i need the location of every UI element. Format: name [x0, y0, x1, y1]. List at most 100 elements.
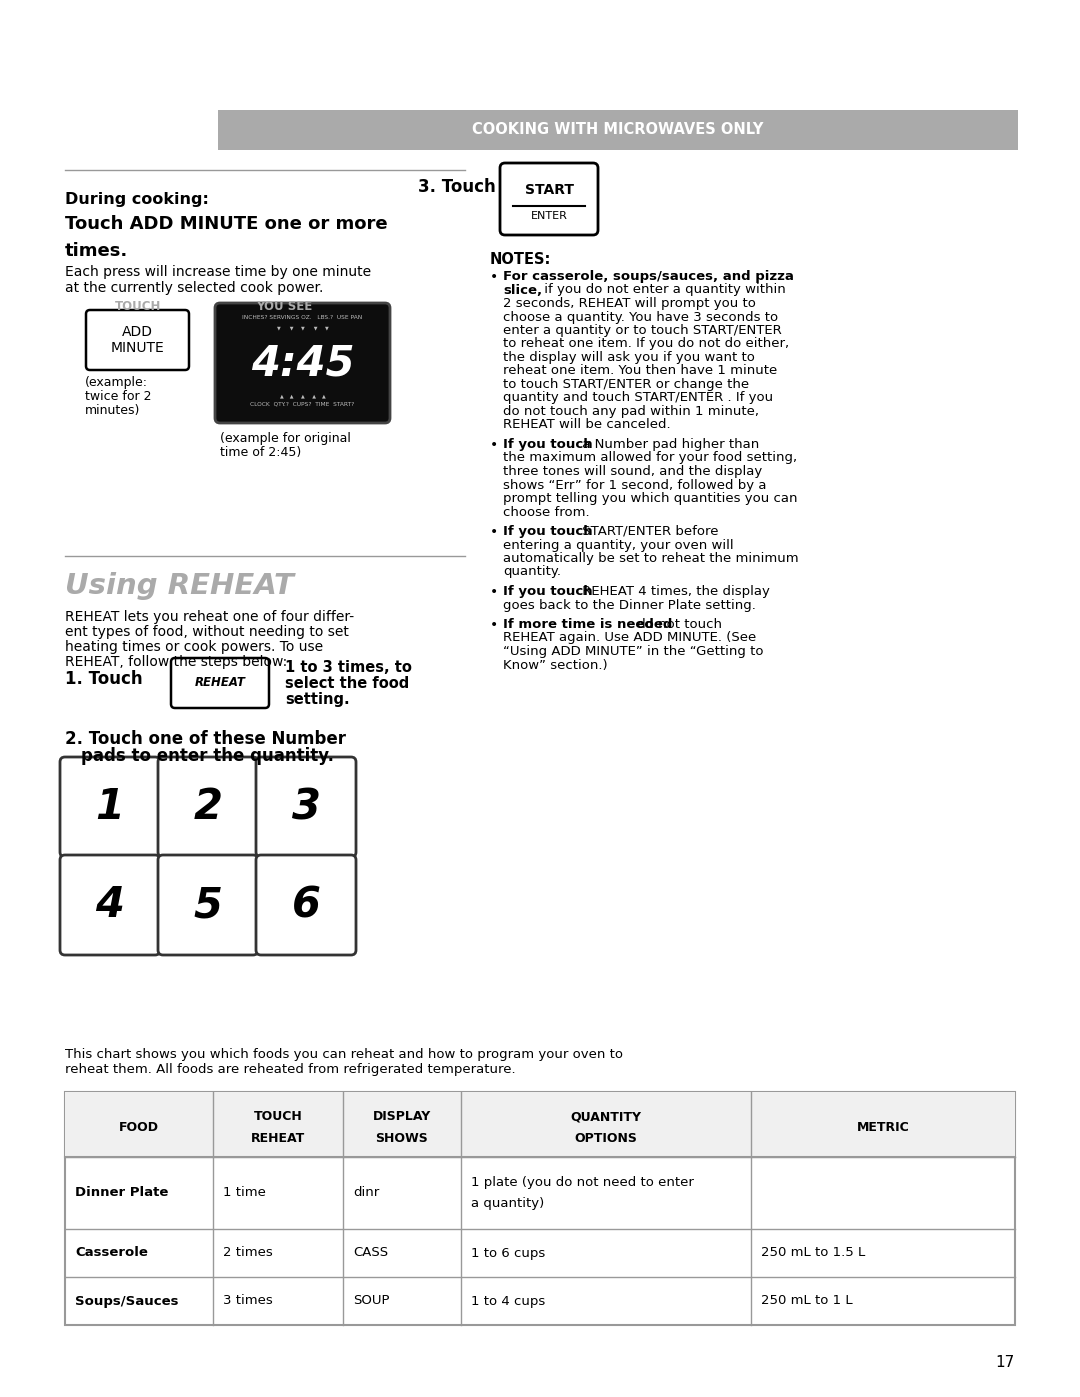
- Text: shows “Err” for 1 second, followed by a: shows “Err” for 1 second, followed by a: [503, 479, 767, 492]
- Text: FOOD: FOOD: [119, 1122, 159, 1134]
- Text: START/ENTER before: START/ENTER before: [578, 525, 718, 538]
- Text: 1 to 6 cups: 1 to 6 cups: [471, 1246, 545, 1260]
- FancyBboxPatch shape: [256, 855, 356, 956]
- Text: •: •: [490, 525, 498, 539]
- Text: 6: 6: [292, 884, 321, 926]
- FancyBboxPatch shape: [60, 855, 160, 956]
- Text: quantity and touch START/ENTER . If you: quantity and touch START/ENTER . If you: [503, 391, 773, 405]
- Text: REHEAT, follow the steps below:: REHEAT, follow the steps below:: [65, 655, 287, 669]
- Text: the display will ask you if you want to: the display will ask you if you want to: [503, 351, 755, 365]
- Bar: [65, 1092, 1015, 1324]
- Text: slice,: slice,: [503, 284, 542, 296]
- Text: entering a quantity, your oven will: entering a quantity, your oven will: [503, 538, 733, 552]
- FancyBboxPatch shape: [158, 855, 258, 956]
- Text: pads to enter the quantity.: pads to enter the quantity.: [81, 747, 334, 766]
- FancyBboxPatch shape: [500, 163, 598, 235]
- Text: 250 mL to 1.5 L: 250 mL to 1.5 L: [761, 1246, 865, 1260]
- Text: dinr: dinr: [353, 1186, 379, 1200]
- Text: NOTES:: NOTES:: [490, 251, 552, 267]
- Text: If you touch: If you touch: [503, 439, 593, 451]
- Text: REHEAT lets you reheat one of four differ-: REHEAT lets you reheat one of four diffe…: [65, 610, 354, 624]
- Text: 5: 5: [193, 884, 222, 926]
- Text: heating times or cook powers. To use: heating times or cook powers. To use: [65, 640, 323, 654]
- Text: TOUCH: TOUCH: [254, 1111, 302, 1123]
- Text: TOUCH: TOUCH: [114, 300, 161, 313]
- Text: at the currently selected cook power.: at the currently selected cook power.: [65, 281, 323, 295]
- Text: quantity.: quantity.: [503, 566, 561, 578]
- Text: to reheat one item. If you do not do either,: to reheat one item. If you do not do eit…: [503, 338, 789, 351]
- Text: a Number pad higher than: a Number pad higher than: [578, 439, 759, 451]
- Text: •: •: [490, 617, 498, 631]
- Text: REHEAT: REHEAT: [194, 676, 245, 690]
- Text: For casserole, soups/sauces, and pizza: For casserole, soups/sauces, and pizza: [503, 270, 794, 284]
- Text: 2: 2: [193, 787, 222, 828]
- Text: REHEAT again. Use ADD MINUTE. (See: REHEAT again. Use ADD MINUTE. (See: [503, 631, 756, 644]
- Text: three tones will sound, and the display: three tones will sound, and the display: [503, 465, 762, 478]
- Text: Each press will increase time by one minute: Each press will increase time by one min…: [65, 265, 372, 279]
- Text: This chart shows you which foods you can reheat and how to program your oven to: This chart shows you which foods you can…: [65, 1048, 623, 1060]
- Text: “Using ADD MINUTE” in the “Getting to: “Using ADD MINUTE” in the “Getting to: [503, 645, 764, 658]
- Text: minutes): minutes): [85, 404, 140, 416]
- Text: INCHES? SERVINGS OZ.   LBS.?  USE PAN: INCHES? SERVINGS OZ. LBS.? USE PAN: [242, 314, 363, 320]
- Text: If you touch: If you touch: [503, 585, 593, 598]
- Text: Using REHEAT: Using REHEAT: [65, 571, 294, 599]
- FancyBboxPatch shape: [158, 757, 258, 856]
- Text: select the food: select the food: [285, 676, 409, 692]
- Text: 2 seconds, REHEAT will prompt you to: 2 seconds, REHEAT will prompt you to: [503, 298, 756, 310]
- Text: ▼      ▼     ▼      ▼     ▼: ▼ ▼ ▼ ▼ ▼: [276, 326, 328, 330]
- Bar: [65, 1092, 1015, 1157]
- Text: 1. Touch: 1. Touch: [65, 671, 143, 687]
- Text: •: •: [490, 439, 498, 453]
- Text: time of 2:45): time of 2:45): [220, 446, 301, 460]
- Text: OPTIONS: OPTIONS: [575, 1133, 637, 1146]
- Text: Casserole: Casserole: [75, 1246, 148, 1260]
- Text: 1 to 4 cups: 1 to 4 cups: [471, 1295, 545, 1308]
- FancyBboxPatch shape: [256, 757, 356, 856]
- Text: automatically be set to reheat the minimum: automatically be set to reheat the minim…: [503, 552, 798, 564]
- Text: (example:: (example:: [85, 376, 148, 388]
- Text: choose a quantity. You have 3 seconds to: choose a quantity. You have 3 seconds to: [503, 310, 778, 324]
- Text: twice for 2: twice for 2: [85, 390, 151, 402]
- Text: •: •: [490, 585, 498, 599]
- FancyBboxPatch shape: [215, 303, 390, 423]
- Text: SOUP: SOUP: [353, 1295, 390, 1308]
- Text: a quantity): a quantity): [471, 1197, 544, 1210]
- FancyBboxPatch shape: [60, 757, 160, 856]
- Text: Soups/Sauces: Soups/Sauces: [75, 1295, 178, 1308]
- Text: SHOWS: SHOWS: [376, 1133, 429, 1146]
- Text: If you touch: If you touch: [503, 525, 593, 538]
- Text: REHEAT will be canceled.: REHEAT will be canceled.: [503, 419, 671, 432]
- Text: Know” section.): Know” section.): [503, 658, 608, 672]
- Text: 3. Touch: 3. Touch: [418, 177, 496, 196]
- Text: If more time is needed: If more time is needed: [503, 617, 673, 631]
- Text: 250 mL to 1 L: 250 mL to 1 L: [761, 1295, 852, 1308]
- Text: QUANTITY: QUANTITY: [570, 1111, 642, 1123]
- Text: ent types of food, without needing to set: ent types of food, without needing to se…: [65, 624, 349, 638]
- Text: the maximum allowed for your food setting,: the maximum allowed for your food settin…: [503, 451, 797, 464]
- Text: enter a quantity or to touch START/ENTER: enter a quantity or to touch START/ENTER: [503, 324, 782, 337]
- Text: YOU SEE: YOU SEE: [256, 300, 312, 313]
- Text: 4:45: 4:45: [251, 342, 354, 384]
- Text: 1 to 3 times, to: 1 to 3 times, to: [285, 659, 411, 675]
- Text: 2 times: 2 times: [222, 1246, 273, 1260]
- Text: choose from.: choose from.: [503, 506, 590, 518]
- Text: •: •: [490, 270, 498, 284]
- Text: (example for original: (example for original: [220, 432, 351, 446]
- Text: REHEAT 4 times, the display: REHEAT 4 times, the display: [578, 585, 770, 598]
- FancyBboxPatch shape: [86, 310, 189, 370]
- Text: DISPLAY: DISPLAY: [373, 1111, 431, 1123]
- Text: Dinner Plate: Dinner Plate: [75, 1186, 168, 1200]
- Text: reheat them. All foods are reheated from refrigerated temperature.: reheat them. All foods are reheated from…: [65, 1063, 515, 1076]
- Text: ▲    ▲     ▲     ▲    ▲: ▲ ▲ ▲ ▲ ▲: [280, 393, 325, 398]
- Text: Touch ADD MINUTE one or more: Touch ADD MINUTE one or more: [65, 215, 388, 233]
- Text: 17: 17: [996, 1355, 1015, 1370]
- Text: 3 times: 3 times: [222, 1295, 273, 1308]
- Text: setting.: setting.: [285, 692, 350, 707]
- Text: CLOCK  QTY.?  CUPS?  TIME  START?: CLOCK QTY.? CUPS? TIME START?: [251, 402, 354, 407]
- Text: do not touch any pad within 1 minute,: do not touch any pad within 1 minute,: [503, 405, 759, 418]
- Text: if you do not enter a quantity within: if you do not enter a quantity within: [540, 284, 786, 296]
- Text: ENTER: ENTER: [530, 211, 567, 221]
- Text: goes back to the Dinner Plate setting.: goes back to the Dinner Plate setting.: [503, 598, 756, 612]
- Text: to touch START/ENTER or change the: to touch START/ENTER or change the: [503, 379, 750, 391]
- Bar: [218, 110, 1018, 149]
